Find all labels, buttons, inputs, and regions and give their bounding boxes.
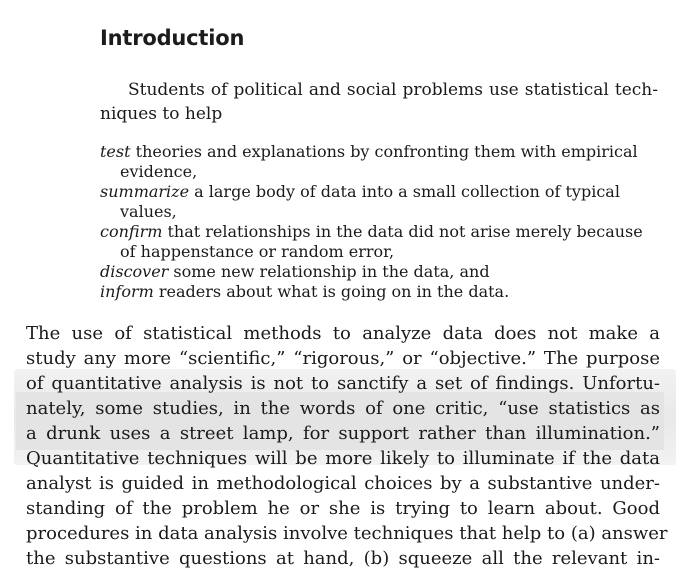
section-heading: Introduction	[100, 26, 245, 50]
list-term: inform	[100, 282, 154, 301]
paragraph-line: procedures in data analysis involve tech…	[26, 523, 668, 544]
list-item: test theories and explanations by confro…	[100, 142, 638, 162]
list-item: confirm that relationships in the data d…	[100, 222, 643, 242]
list-text: theories and explanations by confronting…	[130, 142, 638, 161]
paragraph-line: The use of statistical methods to analyz…	[26, 323, 660, 344]
highlight-band-core	[16, 392, 664, 450]
list-text: a large body of data into a small collec…	[189, 182, 620, 201]
list-item: summarize a large body of data into a sm…	[100, 182, 620, 202]
paragraph-line: standing of the problem he or she is try…	[26, 498, 660, 519]
intro-line-1: Students of political and social problem…	[128, 80, 658, 100]
paragraph-line: a drunk uses a street lamp, for support …	[26, 423, 660, 444]
list-text: readers about what is going on in the da…	[153, 282, 510, 301]
list-item-continuation: evidence,	[120, 162, 198, 181]
paragraph-line: study any more “scientific,” “rigorous,”…	[26, 348, 660, 369]
list-text: some new relationship in the data, and	[168, 262, 490, 281]
list-term: summarize	[100, 182, 190, 201]
list-term: test	[100, 142, 131, 161]
paragraph-line: Quantitative techniques will be more lik…	[26, 448, 660, 469]
list-item: inform readers about what is going on in…	[100, 282, 509, 302]
list-item-continuation: of happenstance or random error,	[120, 242, 395, 261]
list-item: discover some new relationship in the da…	[100, 262, 490, 282]
list-term: discover	[100, 262, 169, 281]
paragraph-line: the substantive questions at hand, (b) s…	[26, 548, 660, 569]
intro-line-2: niques to help	[100, 104, 223, 124]
paragraph-line: analyst is guided in methodological choi…	[26, 473, 660, 494]
list-text: that relationships in the data did not a…	[162, 222, 643, 241]
list-term: confirm	[100, 222, 163, 241]
paragraph-line: nately, some studies, in the words of on…	[26, 398, 660, 419]
paragraph-line: of quantitative analysis is not to sanct…	[26, 373, 660, 394]
list-item-continuation: values,	[120, 202, 177, 221]
